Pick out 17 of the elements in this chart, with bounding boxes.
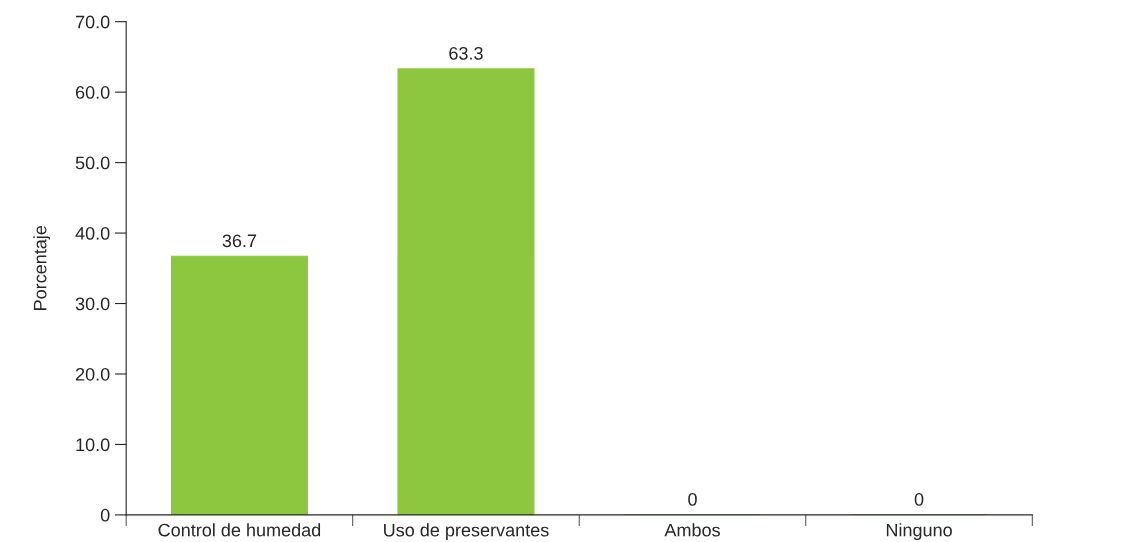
y-tick-label: 60.0 (75, 86, 110, 99)
x-tick-label: Control de humedad (158, 523, 321, 537)
data-label: 0 (914, 492, 924, 506)
y-tick-label: 70.0 (75, 15, 110, 29)
y-tick-label: 20.0 (75, 367, 110, 381)
data-label: 36.7 (222, 234, 257, 248)
y-tick-label: 0 (100, 508, 110, 522)
data-label: 63.3 (449, 46, 483, 60)
y-tick-label: 40.0 (75, 226, 110, 240)
x-tick-label: Ambos (664, 523, 720, 537)
data-label: 0 (688, 492, 697, 506)
y-tick-label: 30.0 (75, 297, 110, 311)
x-tick-label: Uso de preservantes (384, 523, 549, 541)
y-tick-label: 10.0 (76, 438, 110, 452)
x-tick-label: Ninguno (886, 523, 952, 541)
y-axis-title: Porcentaje (33, 225, 51, 310)
y-tick-label: 50.0 (75, 156, 110, 170)
